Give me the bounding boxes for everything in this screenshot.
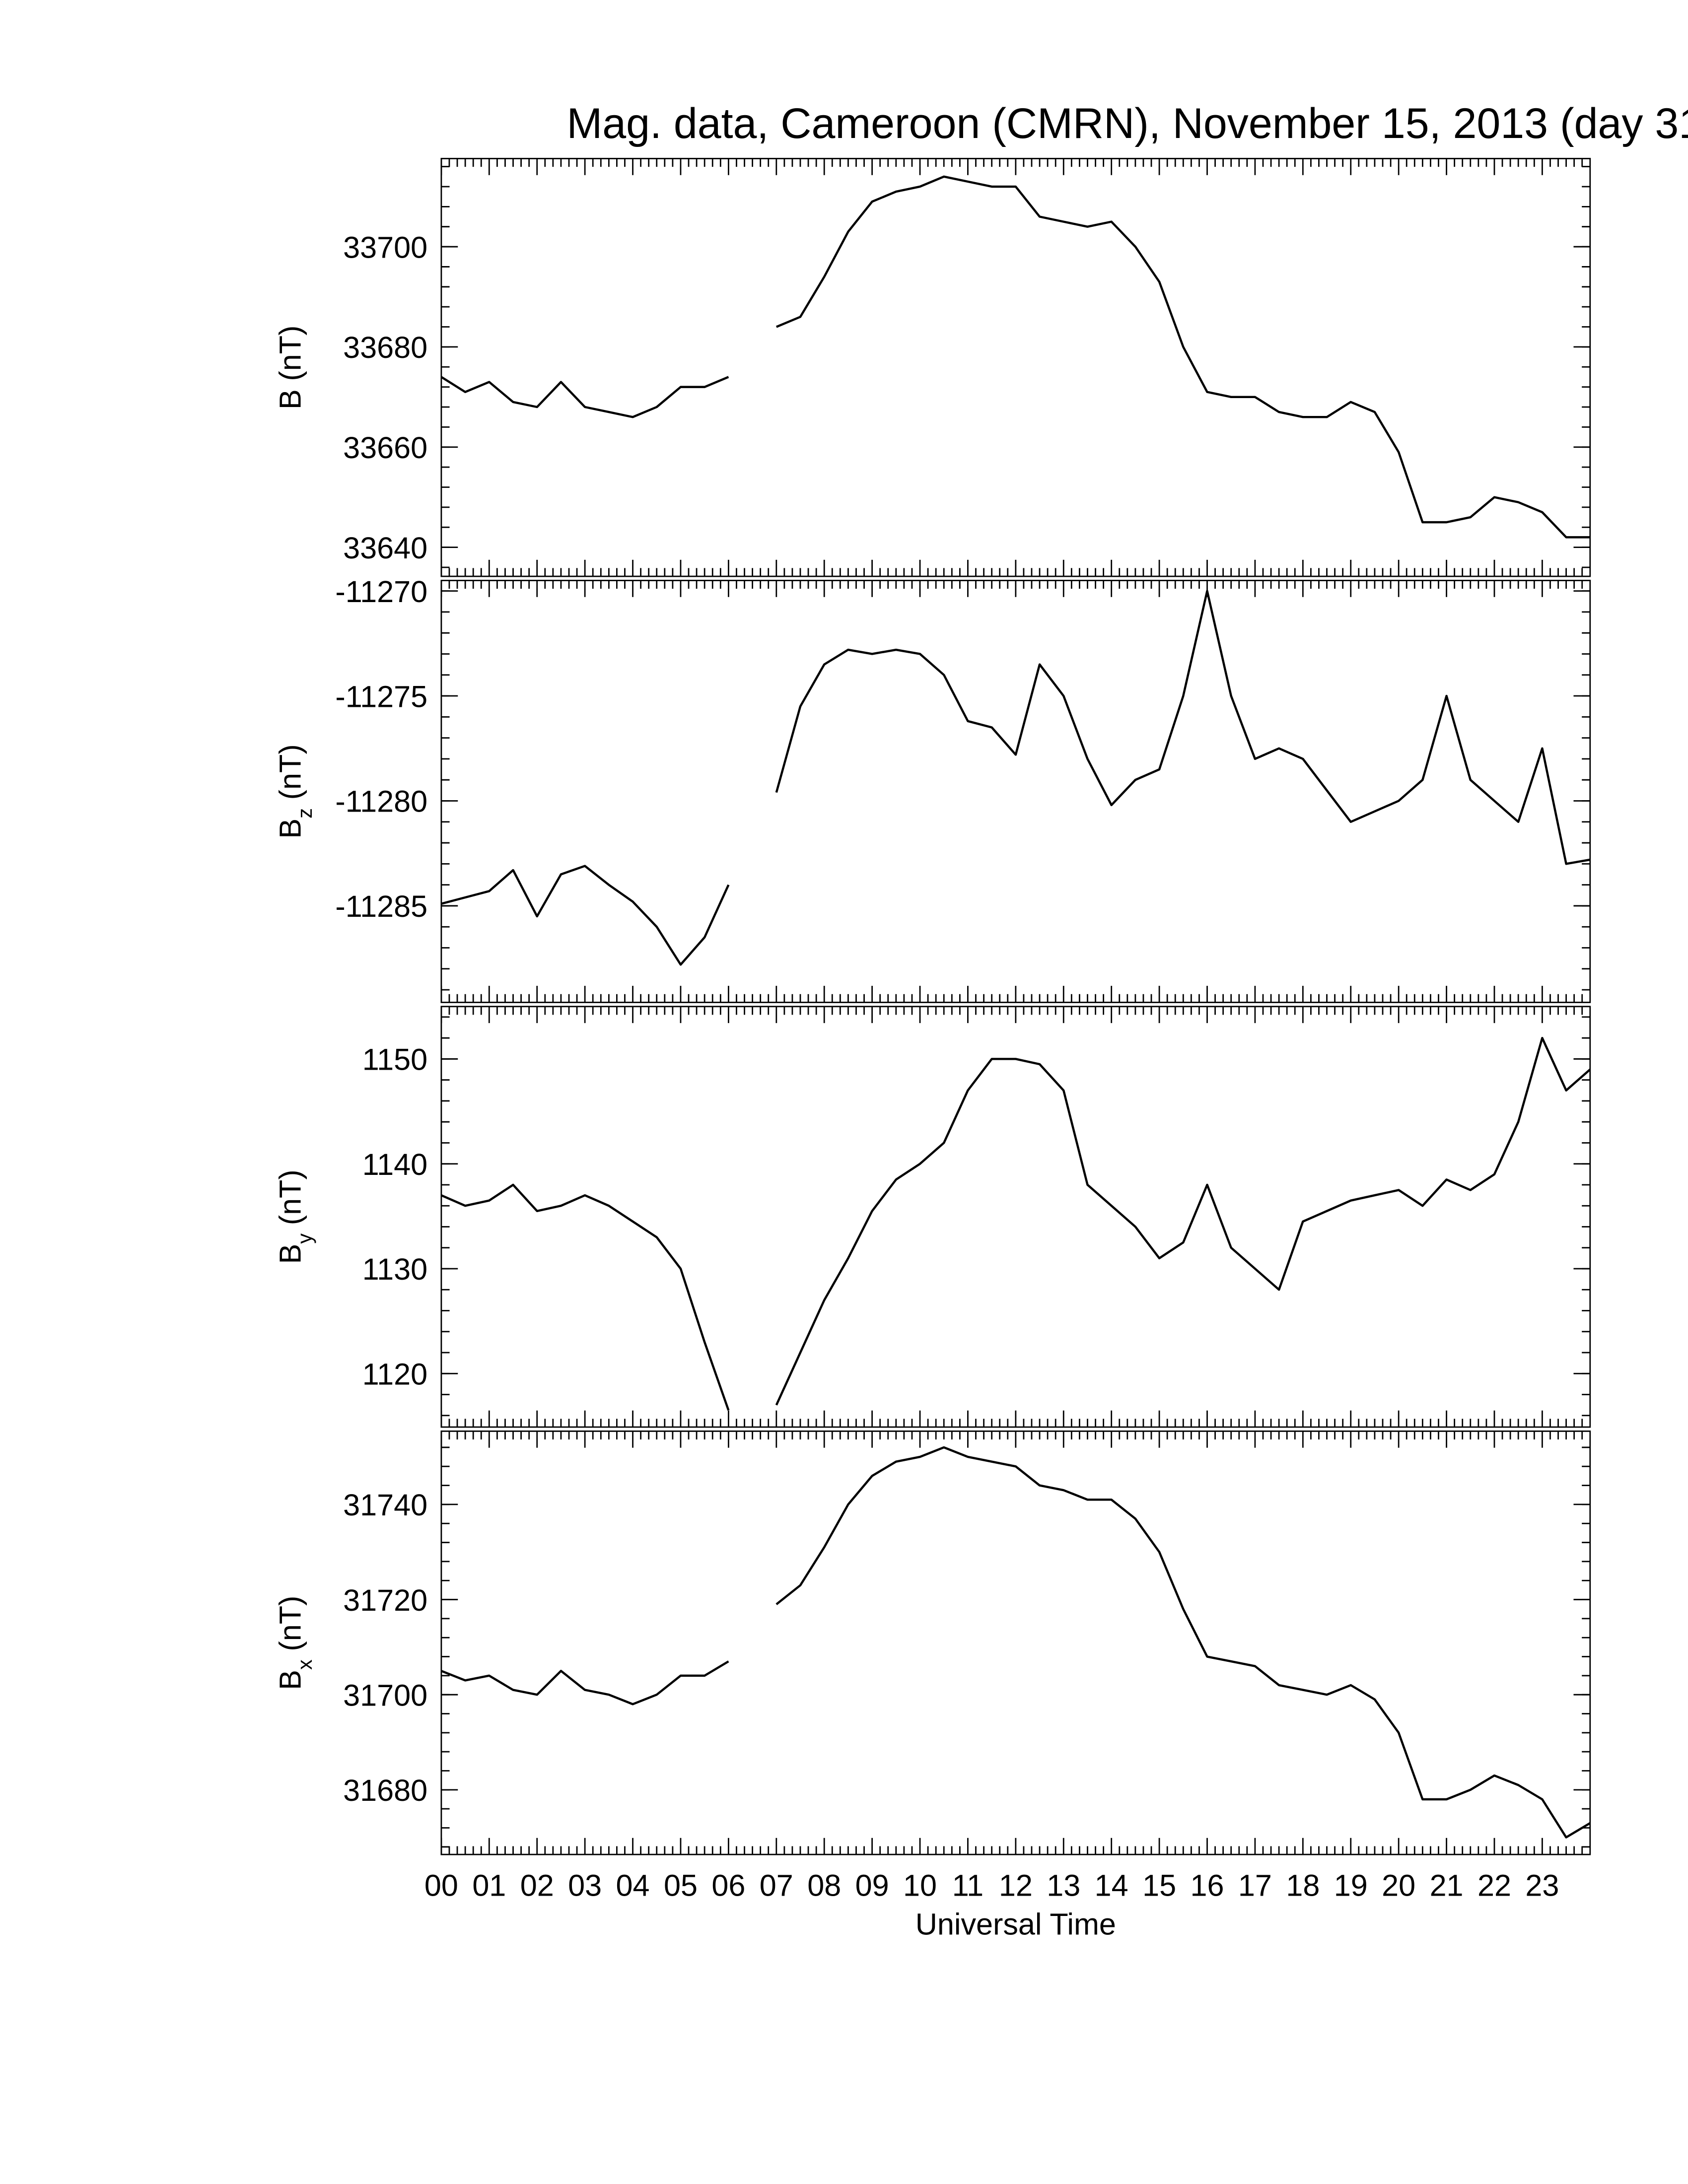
x-tick-label: 13 <box>1047 1868 1080 1902</box>
x-tick-label: 16 <box>1191 1868 1224 1902</box>
y-tick-label: 31700 <box>343 1678 427 1712</box>
y-tick-label: -11275 <box>335 680 427 713</box>
x-tick-label: 14 <box>1095 1868 1128 1902</box>
y-tick-label: -11285 <box>335 889 427 923</box>
data-line <box>441 1446 1591 1839</box>
x-tick-label: 02 <box>520 1868 554 1902</box>
y-axis-label-main: B <box>274 819 307 839</box>
x-tick-label: 01 <box>472 1868 506 1902</box>
y-axis-label: B (nT) <box>274 326 307 410</box>
x-axis-label: Universal Time <box>915 1907 1116 1941</box>
x-tick-label: 07 <box>760 1868 793 1902</box>
x-tick-label: 00 <box>424 1868 458 1902</box>
x-tick-label: 23 <box>1525 1868 1559 1902</box>
x-tick-label: 04 <box>616 1868 650 1902</box>
y-tick-label: 31740 <box>343 1488 427 1522</box>
x-tick-label: 18 <box>1286 1868 1320 1902</box>
data-line <box>441 590 1591 966</box>
x-tick-label: 06 <box>711 1868 745 1902</box>
x-tick-label: 17 <box>1238 1868 1272 1902</box>
y-tick-label: 33700 <box>343 230 427 264</box>
y-tick-label: 1130 <box>362 1252 427 1286</box>
x-tick-label: 21 <box>1430 1868 1464 1902</box>
data-line <box>440 175 1590 539</box>
x-tick-label: 09 <box>855 1868 889 1902</box>
x-tick-label: 03 <box>568 1868 602 1902</box>
y-tick-label: 33680 <box>343 331 427 364</box>
y-axis-label-unit: (nT) <box>274 744 307 800</box>
chart-title: Mag. data, Cameroon (CMRN), November 15,… <box>566 100 1688 147</box>
x-tick-label: 08 <box>807 1868 841 1902</box>
y-tick-label: 1120 <box>362 1357 427 1391</box>
y-tick-label: 33640 <box>343 531 427 565</box>
x-tick-label: 15 <box>1142 1868 1176 1902</box>
x-tick-label: 12 <box>999 1868 1033 1902</box>
y-axis-label: By (nT) <box>274 1169 316 1264</box>
y-axis-label-main: B <box>274 1670 307 1690</box>
x-tick-label: 20 <box>1382 1868 1415 1902</box>
y-axis-label: Bx (nT) <box>274 1596 316 1690</box>
y-axis-label-unit: (nT) <box>274 326 307 381</box>
y-tick-label: 1140 <box>362 1148 427 1181</box>
y-tick-label: 33660 <box>343 431 427 465</box>
data-line <box>441 1036 1591 1411</box>
figure: Mag. data, Cameroon (CMRN), November 15,… <box>274 100 1688 1941</box>
x-tick-label: 11 <box>952 1868 984 1902</box>
y-axis-label-main: B <box>274 389 307 410</box>
y-axis-label-sub: z <box>293 808 316 819</box>
y-tick-label: 31680 <box>343 1774 427 1807</box>
y-axis-label-main: B <box>274 1244 307 1264</box>
x-tick-label: 22 <box>1477 1868 1511 1902</box>
x-tick-label: 10 <box>903 1868 937 1902</box>
y-tick-label: 31720 <box>343 1583 427 1617</box>
y-axis-label-unit: (nT) <box>274 1596 307 1651</box>
y-tick-label: -11270 <box>335 575 427 609</box>
x-tick-label: 05 <box>664 1868 698 1902</box>
y-tick-label: -11280 <box>335 785 427 819</box>
y-tick-label: 1150 <box>362 1043 427 1077</box>
y-axis-label-sub: x <box>293 1659 316 1670</box>
x-tick-label: 19 <box>1334 1868 1368 1902</box>
y-axis-label: Bz (nT) <box>274 744 316 838</box>
y-axis-label-unit: (nT) <box>274 1169 307 1225</box>
y-axis-label-sub: y <box>293 1233 316 1244</box>
